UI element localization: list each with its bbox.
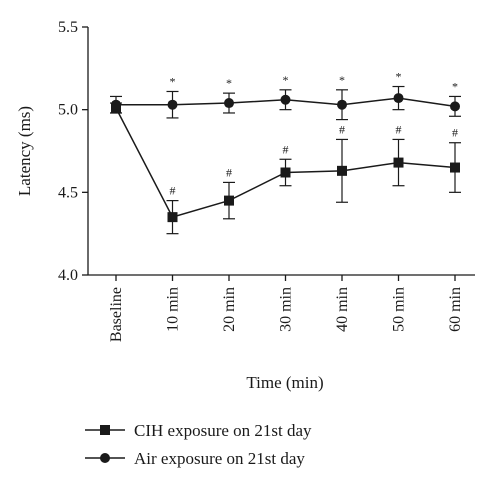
significance-mark: # xyxy=(452,126,458,140)
x-tick-label: 40 min xyxy=(334,287,351,332)
data-point-circle xyxy=(337,99,347,110)
data-point-square xyxy=(450,162,460,173)
legend-item-cih: CIH exposure on 21st day xyxy=(85,421,312,440)
significance-mark: * xyxy=(396,70,402,84)
legend-marker-square xyxy=(100,425,110,435)
legend: CIH exposure on 21st day Air exposure on… xyxy=(85,421,312,468)
series-layer: # # # # # # * * * * * * xyxy=(110,70,461,235)
significance-mark: # xyxy=(226,165,232,179)
y-tick-label: 4.0 xyxy=(58,267,78,284)
x-tick-label: 50 min xyxy=(391,287,408,332)
data-point-circle xyxy=(450,101,460,112)
data-point-square xyxy=(224,195,234,206)
significance-mark: # xyxy=(339,122,345,136)
significance-mark: * xyxy=(283,73,289,87)
axes: 4.0 4.5 5.0 5.5 Baseline 10 min 20 min 30 min 40… xyxy=(58,19,475,342)
significance-mark: * xyxy=(170,74,176,88)
x-axis-label: Time (min) xyxy=(246,373,323,392)
data-point-square xyxy=(167,212,178,223)
legend-label-air: Air exposure on 21st day xyxy=(134,449,305,468)
data-point-circle xyxy=(280,94,291,105)
y-axis-label: Latency (ms) xyxy=(15,106,34,196)
x-tick-label: 20 min xyxy=(221,287,238,332)
data-point-square xyxy=(393,157,404,168)
data-point-circle xyxy=(224,98,234,109)
data-point-square xyxy=(337,165,347,176)
legend-item-air: Air exposure on 21st day xyxy=(85,449,305,468)
significance-mark: # xyxy=(283,142,289,156)
significance-mark: * xyxy=(339,73,345,87)
data-point-circle xyxy=(111,99,121,110)
y-tick-label: 5.5 xyxy=(58,19,78,36)
y-tick-label: 5.0 xyxy=(58,102,78,119)
series-cih: # # # # # # xyxy=(110,102,461,235)
legend-marker-circle xyxy=(100,453,110,463)
x-tick-label: 10 min xyxy=(165,287,182,332)
legend-label-cih: CIH exposure on 21st day xyxy=(134,421,312,440)
x-tick-label: 60 min xyxy=(447,287,464,332)
significance-mark: # xyxy=(396,122,402,136)
significance-mark: # xyxy=(170,184,176,198)
x-tick-label: Baseline xyxy=(108,287,125,342)
x-tick-label: 30 min xyxy=(278,287,295,332)
series-air: * * * * * * xyxy=(110,70,461,121)
data-point-circle xyxy=(393,93,404,104)
y-tick-label: 4.5 xyxy=(58,184,78,201)
data-point-square xyxy=(280,167,291,178)
significance-mark: * xyxy=(226,76,232,90)
significance-mark: * xyxy=(452,79,458,93)
data-point-circle xyxy=(167,99,178,110)
